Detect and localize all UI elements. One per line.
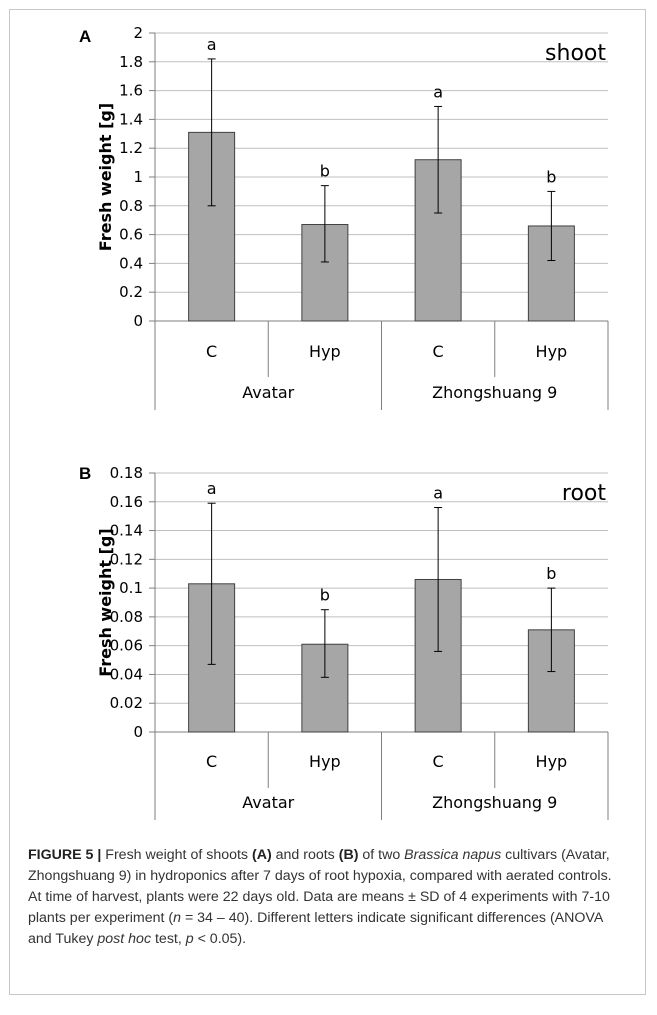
caption-text-4: cultivars (Avatar, Zhongshuang 9) in hyd… — [28, 847, 612, 926]
panel-b-y-tick-label: 0.06 — [110, 637, 143, 655]
panel-a-y-axis-label: Fresh weight [g] — [96, 103, 115, 251]
caption-text-3: of two — [358, 847, 405, 863]
panel-a-y-tick-label: 1 — [133, 168, 143, 186]
panel-b-category-label: C — [433, 752, 444, 771]
panel-b-y-tick-label: 0.18 — [110, 464, 143, 482]
caption-text-6: test, — [151, 931, 186, 947]
caption-ref-a: (A) — [251, 847, 272, 863]
panel-b-significance-letter: a — [207, 479, 217, 498]
panel-b-significance-letter: b — [546, 564, 556, 583]
panel-a-y-tick-label: 0.2 — [119, 283, 143, 301]
panel-b-y-tick-label: 0.12 — [110, 550, 143, 568]
panel-b-y-tick-label: 0 — [133, 723, 143, 741]
panel-b-category-label: Hyp — [536, 752, 568, 771]
panel-b-title: root — [562, 481, 606, 506]
panel-a-category-label: Hyp — [536, 342, 568, 361]
figure-caption: FIGURE 5 | Fresh weight of shoots (A) an… — [28, 845, 628, 950]
panel-b-category-label: Hyp — [309, 752, 341, 771]
panel-a-group-label: Avatar — [242, 383, 294, 402]
panel-b-significance-letter: a — [433, 484, 443, 503]
panel-b-y-tick-label: 0.04 — [110, 665, 143, 683]
caption-text-7: < 0.05). — [193, 931, 247, 947]
panel-b-y-tick-label: 0.08 — [110, 608, 143, 626]
panel-b-y-tick-label: 0.14 — [110, 522, 143, 540]
panel-a-y-tick-label: 0.4 — [119, 254, 143, 272]
panel-b-group-label: Avatar — [242, 793, 294, 812]
panel-a-significance-letter: a — [207, 35, 217, 54]
caption-label: FIGURE 5 | — [28, 847, 102, 863]
caption-text-2: and roots — [271, 847, 339, 863]
caption-ref-b: (B) — [338, 847, 359, 863]
panel-a-significance-letter: b — [546, 167, 556, 186]
panel-a-bar — [414, 159, 462, 322]
panel-a-y-tick-label: 0.8 — [119, 197, 143, 215]
caption-species: Brassica napus — [404, 847, 502, 863]
panel-a-significance-letter: a — [433, 82, 443, 101]
caption-posthoc: post hoc — [97, 931, 152, 947]
panel-b-significance-letter: b — [320, 586, 330, 605]
panel-b-y-tick-label: 0.16 — [110, 493, 143, 511]
panel-b-letter: B — [79, 464, 91, 483]
caption-text-1: Fresh weight of shoots — [101, 847, 252, 863]
panel-a-category-label: C — [433, 342, 444, 361]
panel-a-title: shoot — [545, 41, 606, 66]
caption-text-5: = 34 – 40). Different letters indicate s… — [28, 910, 603, 947]
panel-b-y-tick-label: 0.1 — [119, 579, 143, 597]
panel-a-category-label: Hyp — [309, 342, 341, 361]
panel-a-category-label: C — [206, 342, 217, 361]
panel-a-y-tick-label: 1.8 — [119, 53, 143, 71]
caption-n: n — [173, 910, 181, 926]
panel-b-y-tick-label: 0.02 — [110, 694, 143, 712]
figure-frame — [9, 9, 646, 995]
panel-a-y-tick-label: 1.2 — [119, 139, 143, 157]
panel-a-y-tick-label: 1.4 — [119, 110, 143, 128]
caption-p: p — [185, 931, 194, 947]
panel-a-y-tick-label: 0.6 — [119, 226, 143, 244]
panel-a-y-tick-label: 1.6 — [119, 82, 143, 100]
panel-a-significance-letter: b — [320, 162, 330, 181]
panel-b-category-label: C — [206, 752, 217, 771]
panel-b-group-label: Zhongshuang 9 — [432, 793, 557, 812]
panel-a-letter: A — [79, 27, 91, 46]
panel-a-y-tick-label: 0 — [133, 312, 143, 330]
panel-a-y-tick-label: 2 — [133, 24, 143, 42]
panel-b-y-axis-label: Fresh weight [g] — [96, 528, 115, 676]
panel-a-group-label: Zhongshuang 9 — [432, 383, 557, 402]
